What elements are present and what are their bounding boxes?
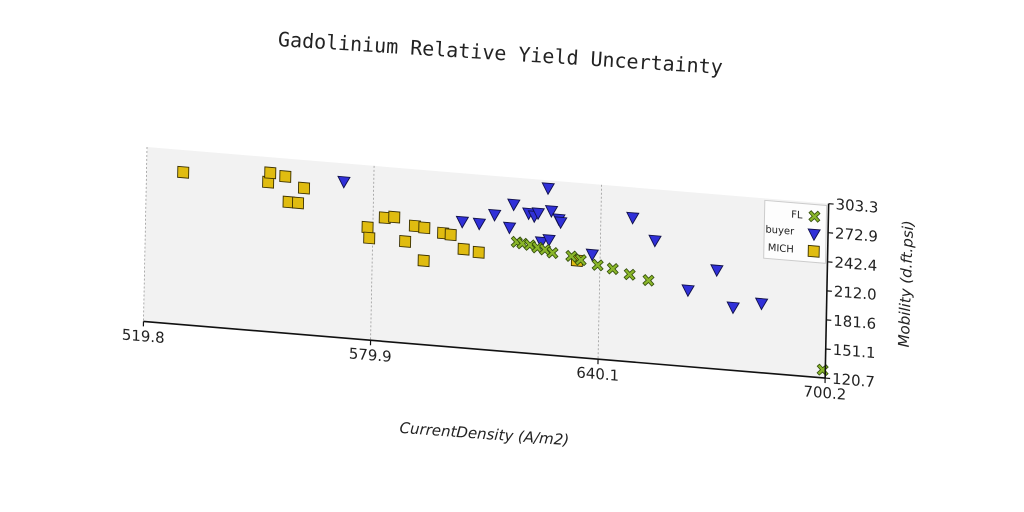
legend: FL buyer MICH: [763, 199, 828, 264]
data-point: [337, 175, 351, 189]
data-point: [363, 231, 376, 245]
data-point: [626, 211, 640, 225]
data-point: [399, 235, 412, 248]
plot-area: 519.8 579.9 640.1 700.2 120.7 151.1 181.6 212.…: [122, 146, 879, 404]
data-point: [544, 205, 559, 218]
data-point: [279, 170, 292, 183]
data-point: [455, 215, 470, 229]
data-point: [291, 196, 305, 210]
data-point: [648, 234, 662, 248]
legend-label-fl: FL: [791, 210, 803, 222]
x-axis-line: [143, 320, 826, 379]
plot-background: [143, 147, 829, 379]
data-point: [565, 249, 578, 263]
y-axis-ticks: 120.7 151.1 181.6 212.0 242.4 272.9 303.3: [825, 195, 879, 392]
data-point: [623, 268, 636, 281]
data-point: [418, 221, 431, 235]
data-point: [534, 236, 549, 250]
x-axis-ticks: 519.8 579.9 640.1 700.2: [122, 321, 846, 404]
y-tick-label: 242.4: [834, 253, 877, 275]
data-point: [754, 297, 769, 311]
data-point: [361, 220, 374, 234]
data-point: [472, 217, 487, 231]
x-axis-label: CurrentDensity (A/m2): [399, 419, 570, 449]
series-fl: [510, 235, 829, 377]
data-point: [542, 234, 556, 247]
data-point: [726, 301, 740, 315]
data-point: [606, 262, 619, 276]
y-tick-label: 272.9: [835, 224, 878, 246]
gridlines: [143, 146, 602, 360]
data-point: [177, 165, 190, 179]
data-point: [710, 264, 724, 278]
data-point: [502, 221, 517, 235]
data-point: [457, 242, 470, 256]
data-point: [554, 216, 568, 230]
x-tick-label: 640.1: [576, 363, 619, 385]
legend-marker-mich: [807, 244, 820, 258]
data-point: [541, 182, 555, 196]
y-axis-label: Mobility (d.ft.psi): [895, 220, 917, 348]
x-tick-label: 579.9: [349, 344, 392, 366]
data-point: [388, 210, 401, 224]
legend-label-buyer: buyer: [765, 224, 795, 237]
series-mich: [177, 165, 583, 268]
data-point: [297, 181, 311, 195]
x-gridline: [370, 165, 375, 341]
series-buyer: [337, 175, 769, 315]
x-tick-label: 700.2: [803, 382, 846, 404]
data-point: [681, 284, 695, 298]
legend-label-mich: MICH: [768, 243, 794, 256]
data-point: [546, 246, 559, 260]
data-point: [507, 198, 521, 212]
data-point: [472, 245, 485, 259]
y-tick-label: 120.7: [832, 370, 875, 392]
y-tick-label: 303.3: [835, 195, 878, 217]
chart-title: Gadolinium Relative Yield Uncertainty: [277, 27, 723, 79]
x-gridline: [143, 146, 148, 322]
data-point: [591, 258, 604, 272]
data-point: [585, 248, 600, 262]
data-point: [444, 228, 457, 242]
data-point: [574, 253, 587, 267]
x-tick-label: 519.8: [122, 326, 165, 348]
legend-marker-buyer: [807, 228, 821, 242]
y-tick-label: 212.0: [834, 282, 877, 304]
data-points: [177, 165, 829, 377]
y-tick-label: 151.1: [833, 341, 876, 363]
data-point: [487, 208, 502, 222]
data-point: [417, 254, 430, 268]
y-tick-label: 181.6: [833, 311, 876, 333]
data-point: [642, 274, 655, 287]
legend-marker-fl: [808, 210, 821, 223]
data-point: [531, 207, 546, 221]
data-point: [264, 166, 277, 180]
x-gridline: [597, 184, 602, 360]
